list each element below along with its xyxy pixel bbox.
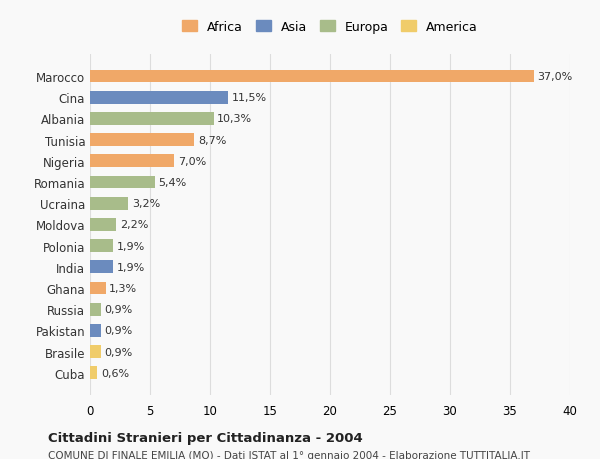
Bar [90,367,97,379]
Text: 1,9%: 1,9% [116,262,145,272]
Text: 0,6%: 0,6% [101,368,129,378]
Bar [90,71,534,83]
Bar [90,92,228,104]
Bar [90,282,106,295]
Bar [90,218,116,231]
Bar [90,176,155,189]
Text: 7,0%: 7,0% [178,157,206,167]
Bar [90,346,101,358]
Bar [90,113,214,125]
Text: 8,7%: 8,7% [198,135,226,146]
Text: 11,5%: 11,5% [232,93,267,103]
Text: 0,9%: 0,9% [104,347,133,357]
Bar [90,240,113,252]
Legend: Africa, Asia, Europa, America: Africa, Asia, Europa, America [179,17,481,38]
Text: 10,3%: 10,3% [217,114,253,124]
Text: 1,9%: 1,9% [116,241,145,251]
Bar [90,134,194,147]
Text: 37,0%: 37,0% [538,72,573,82]
Text: 0,9%: 0,9% [104,326,133,336]
Bar [90,155,174,168]
Text: COMUNE DI FINALE EMILIA (MO) - Dati ISTAT al 1° gennaio 2004 - Elaborazione TUTT: COMUNE DI FINALE EMILIA (MO) - Dati ISTA… [48,450,530,459]
Text: 5,4%: 5,4% [158,178,187,188]
Bar [90,303,101,316]
Text: 2,2%: 2,2% [120,220,148,230]
Bar [90,325,101,337]
Text: 3,2%: 3,2% [132,199,160,209]
Text: 0,9%: 0,9% [104,304,133,314]
Bar [90,197,128,210]
Bar [90,261,113,274]
Text: 1,3%: 1,3% [109,283,137,293]
Text: Cittadini Stranieri per Cittadinanza - 2004: Cittadini Stranieri per Cittadinanza - 2… [48,431,363,444]
